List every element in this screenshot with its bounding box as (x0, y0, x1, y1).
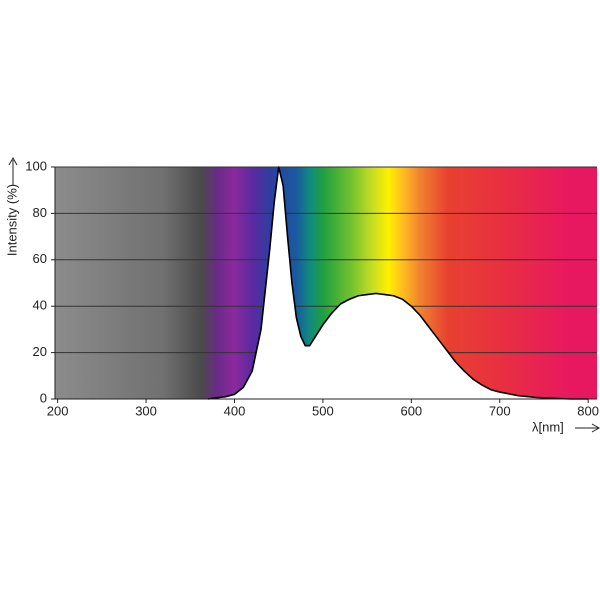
y-axis-label: Intensity (%) (4, 184, 19, 256)
y-tick-label: 80 (33, 205, 47, 220)
x-tick-label: 300 (135, 403, 157, 418)
area-fill (207, 167, 589, 399)
y-tick-label: 60 (33, 251, 47, 266)
x-tick-label: 800 (577, 403, 599, 418)
y-tick-label: 40 (33, 298, 47, 313)
plot (207, 166, 589, 400)
x-axis-arrowhead (591, 423, 600, 433)
x-tick-label: 500 (312, 403, 334, 418)
y-axis-arrowhead (8, 156, 18, 166)
y-tick-label: 20 (33, 344, 47, 359)
ticks: 0 20 40 60 80 100 200 300 400 500 600 700 800 (25, 158, 599, 418)
x-tick-label: 400 (224, 403, 246, 418)
x-tick-label: 600 (400, 403, 422, 418)
x-tick-label: 700 (489, 403, 511, 418)
x-axis-label: λ[nm] (532, 419, 564, 434)
y-tick-label: 100 (25, 158, 47, 173)
x-tick-label: 200 (47, 403, 69, 418)
y-tick-label: 0 (40, 390, 47, 405)
spectrum-line (207, 166, 589, 400)
